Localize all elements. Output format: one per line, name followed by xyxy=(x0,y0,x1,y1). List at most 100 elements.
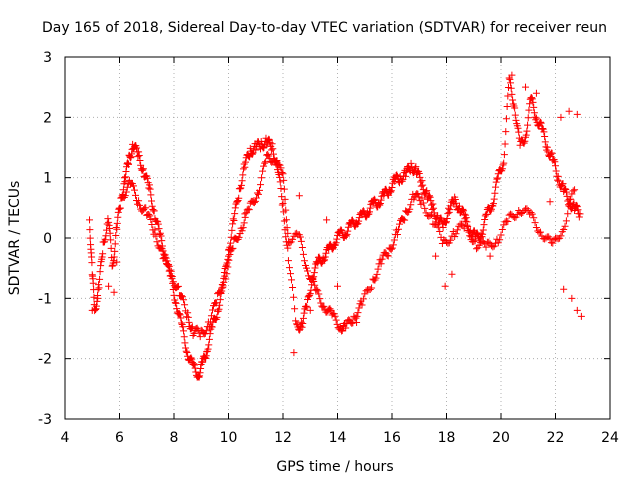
data-point-marker xyxy=(297,318,305,326)
data-point-marker xyxy=(240,160,248,168)
data-point-marker xyxy=(133,144,141,152)
data-point-marker xyxy=(252,146,260,154)
data-point-marker xyxy=(122,167,130,175)
data-point-marker xyxy=(233,198,241,206)
data-point-marker xyxy=(462,217,470,225)
data-point-marker xyxy=(565,107,573,115)
x-tick-label: 14 xyxy=(329,430,347,446)
data-point-marker xyxy=(231,210,239,218)
data-point-marker xyxy=(492,183,500,191)
data-point-marker xyxy=(522,83,530,91)
data-point-marker xyxy=(98,253,106,261)
data-point-marker xyxy=(236,185,244,193)
data-point-marker xyxy=(573,306,581,314)
data-point-marker xyxy=(547,150,555,158)
data-point-marker xyxy=(504,218,512,226)
data-point-marker xyxy=(493,175,501,183)
data-point-marker xyxy=(568,294,576,302)
data-point-marker xyxy=(278,169,286,177)
data-point-marker xyxy=(227,239,235,247)
data-point-marker xyxy=(120,193,128,201)
data-point-marker xyxy=(96,268,104,276)
data-point-marker xyxy=(86,216,94,224)
data-point-marker xyxy=(395,220,403,228)
data-point-marker xyxy=(543,143,551,151)
data-point-marker xyxy=(527,208,535,216)
data-point-marker xyxy=(353,220,361,228)
data-point-marker xyxy=(320,302,328,310)
data-point-marker xyxy=(190,361,198,369)
data-point-marker xyxy=(473,229,481,237)
data-point-marker xyxy=(147,191,155,199)
data-point-marker xyxy=(490,200,498,208)
data-point-marker xyxy=(132,191,140,199)
data-point-marker xyxy=(564,210,572,218)
x-tick-label: 24 xyxy=(601,430,619,446)
data-point-marker xyxy=(217,288,225,296)
data-point-marker xyxy=(390,236,398,244)
data-point-marker xyxy=(167,267,175,275)
data-point-marker xyxy=(446,206,454,214)
data-point-marker xyxy=(366,204,374,212)
data-point-marker xyxy=(95,281,103,289)
data-point-marker xyxy=(343,230,351,238)
data-point-marker xyxy=(268,140,276,148)
data-point-marker xyxy=(415,193,423,201)
data-point-marker xyxy=(537,228,545,236)
data-point-marker xyxy=(315,253,323,261)
data-point-marker xyxy=(524,114,532,122)
data-point-marker xyxy=(110,253,118,261)
data-point-marker xyxy=(130,186,138,194)
data-point-marker xyxy=(169,278,177,286)
data-point-marker xyxy=(299,320,307,328)
data-point-marker xyxy=(575,213,583,221)
data-point-marker xyxy=(293,320,301,328)
data-point-marker xyxy=(146,185,154,193)
data-point-marker xyxy=(278,201,286,209)
data-point-marker xyxy=(183,349,191,357)
data-point-marker xyxy=(418,177,426,185)
data-point-marker xyxy=(154,220,162,228)
data-point-marker xyxy=(283,224,291,232)
data-point-marker xyxy=(352,314,360,322)
data-point-marker xyxy=(429,200,437,208)
data-point-marker xyxy=(241,163,249,171)
data-point-marker xyxy=(434,223,442,231)
data-point-marker xyxy=(485,238,493,246)
data-point-marker xyxy=(104,215,112,223)
data-point-marker xyxy=(366,285,374,293)
data-point-marker xyxy=(239,171,247,179)
data-point-marker xyxy=(577,312,585,320)
data-point-marker xyxy=(152,232,160,240)
data-point-marker xyxy=(260,162,268,170)
data-point-marker xyxy=(125,160,133,168)
data-point-marker xyxy=(537,119,545,127)
data-point-marker xyxy=(183,313,191,321)
data-point-marker xyxy=(494,174,502,182)
data-point-marker xyxy=(361,290,369,298)
data-point-marker xyxy=(108,262,116,270)
data-point-marker xyxy=(565,202,573,210)
data-point-marker xyxy=(105,282,113,290)
y-tick-label: 0 xyxy=(43,231,52,247)
y-tick-labels: -3 -2 -1 0 1 2 3 xyxy=(38,50,52,428)
data-point-marker xyxy=(216,296,224,304)
data-point-marker xyxy=(146,212,154,220)
data-point-marker xyxy=(498,226,506,234)
data-point-marker xyxy=(532,224,540,232)
data-point-marker xyxy=(148,197,156,205)
data-point-marker xyxy=(192,368,200,376)
data-point-marker xyxy=(430,204,438,212)
data-point-marker xyxy=(573,203,581,211)
data-point-marker xyxy=(452,199,460,207)
data-point-marker xyxy=(551,158,559,166)
data-point-marker xyxy=(176,311,184,319)
data-point-marker xyxy=(388,244,396,252)
data-point-marker xyxy=(552,162,559,170)
data-point-marker xyxy=(528,210,536,218)
data-point-marker xyxy=(113,258,121,266)
data-point-marker xyxy=(177,292,185,300)
data-point-marker xyxy=(554,172,562,180)
data-point-marker xyxy=(248,150,256,158)
